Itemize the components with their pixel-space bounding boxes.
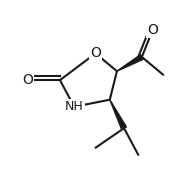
Text: O: O bbox=[90, 46, 101, 60]
Text: O: O bbox=[22, 73, 33, 87]
Polygon shape bbox=[117, 55, 143, 71]
Text: O: O bbox=[147, 23, 158, 37]
Text: NH: NH bbox=[65, 100, 84, 113]
Polygon shape bbox=[110, 100, 126, 129]
